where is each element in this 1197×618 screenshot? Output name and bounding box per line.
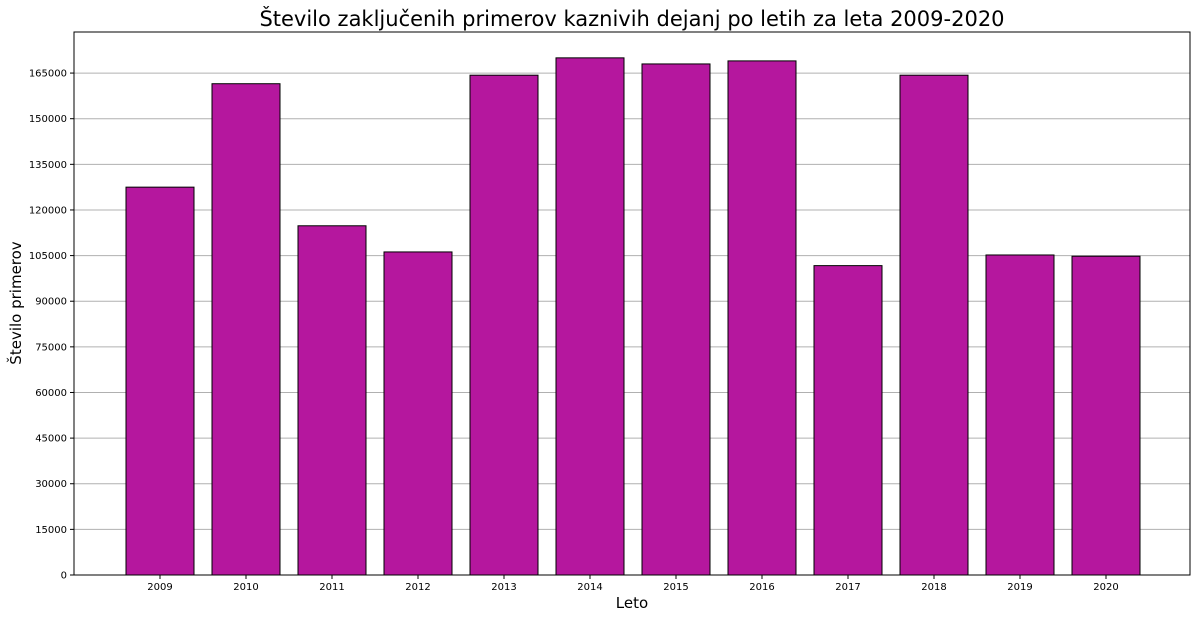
y-tick-label: 60000 bbox=[35, 388, 67, 399]
x-tick-label: 2010 bbox=[233, 582, 258, 593]
bars bbox=[125, 57, 1141, 576]
bar-2016 bbox=[727, 60, 797, 576]
bar-2017 bbox=[813, 265, 883, 576]
y-tick-label: 0 bbox=[61, 571, 67, 582]
x-tick-label: 2013 bbox=[491, 582, 516, 593]
y-axis-label: Število primerov bbox=[6, 241, 25, 364]
x-tick-label: 2016 bbox=[749, 582, 774, 593]
y-tick-label: 120000 bbox=[29, 205, 67, 216]
bar-2010 bbox=[211, 83, 281, 576]
bar-2009 bbox=[125, 186, 195, 576]
x-axis-label: Leto bbox=[616, 594, 648, 612]
bar-2013 bbox=[469, 74, 539, 576]
y-tick-label: 75000 bbox=[35, 342, 67, 353]
x-tick-label: 2015 bbox=[663, 582, 688, 593]
y-tick-label: 105000 bbox=[29, 251, 67, 262]
x-tick-label: 2014 bbox=[577, 582, 602, 593]
y-tick-label: 165000 bbox=[29, 69, 67, 80]
x-tick-label: 2017 bbox=[835, 582, 860, 593]
x-tick-label: 2012 bbox=[405, 582, 430, 593]
x-tick-label: 2018 bbox=[921, 582, 946, 593]
y-tick-label: 45000 bbox=[35, 434, 67, 445]
bar-2012 bbox=[383, 251, 453, 576]
y-tick-label: 150000 bbox=[29, 114, 67, 125]
plot-frame bbox=[73, 31, 1191, 576]
y-tick-label: 135000 bbox=[29, 160, 67, 171]
y-tick-label: 30000 bbox=[35, 479, 67, 490]
bar-2015 bbox=[641, 63, 711, 576]
bar-2014 bbox=[555, 57, 625, 576]
bar-2020 bbox=[1071, 255, 1141, 576]
bar-2011 bbox=[297, 225, 367, 576]
y-axis-ticks: 0 15000 30000 45000 60000 75000 90000 105000 120… bbox=[29, 69, 74, 582]
x-tick-label: 2011 bbox=[319, 582, 344, 593]
x-tick-label: 2009 bbox=[147, 582, 172, 593]
bar-2018 bbox=[899, 74, 969, 576]
y-tick-label: 15000 bbox=[35, 525, 67, 536]
chart-title: Število zaključenih primerov kaznivih de… bbox=[259, 6, 1004, 31]
x-axis-ticks: 2009 2010 2011 2012 2013 2014 2015 2016 2017 2018… bbox=[147, 575, 1119, 593]
y-tick-label: 90000 bbox=[35, 297, 67, 308]
bar-2019 bbox=[985, 254, 1055, 576]
x-tick-label: 2019 bbox=[1007, 582, 1032, 593]
x-tick-label: 2020 bbox=[1093, 582, 1118, 593]
